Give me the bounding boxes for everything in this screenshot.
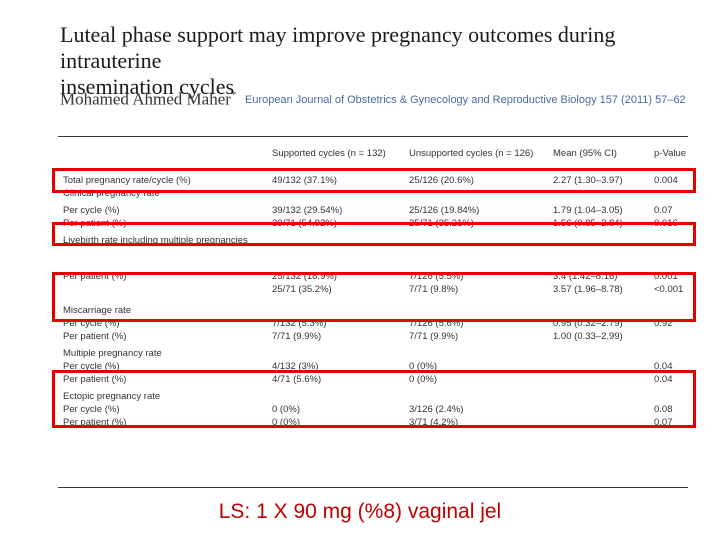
table-row (58, 248, 688, 261)
row-label: Per patient (%) (63, 331, 127, 342)
row-label: Total pregnancy rate/cycle (%) (63, 175, 191, 186)
highlight-box-clinical-per-patient (52, 222, 696, 246)
supported-value: 4/71 (5.6%) (272, 374, 322, 385)
unsupported-value: 7/126 (5.6%) (409, 318, 464, 329)
highlight-box-multiple-pregnancy (52, 370, 696, 428)
p-value: 0.08 (654, 404, 673, 415)
supported-value: 0 (0%) (272, 417, 300, 428)
row-label: Per cycle (%) (63, 404, 120, 415)
p-value: 0.07 (654, 417, 673, 428)
author-line: Mohamed Ahmed Maher* (60, 89, 236, 110)
supported-value: 25/132 (18.9%) (272, 271, 337, 282)
row-label: Per patient (%) (63, 374, 127, 385)
table-row: Clinical pregnancy rate (58, 188, 688, 201)
unsupported-value: 3/71 (4.2%) (409, 417, 459, 428)
article-title: Luteal phase support may improve pregnan… (60, 22, 700, 100)
row-label: Livebirth rate including multiple pregna… (63, 235, 248, 246)
p-value: 0.04 (654, 361, 673, 372)
table-row: Per patient (%) 7/71 (9.9%) 7/71 (9.9%) 1.0… (58, 331, 688, 344)
table-row: Ectopic pregnancy rate (58, 391, 688, 404)
row-label: Per cycle (%) (63, 318, 120, 329)
unsupported-value: 25/126 (20.6%) (409, 175, 474, 186)
header-supported: Supported cycles (n = 132) (272, 148, 386, 159)
supported-value: 25/71 (35.2%) (272, 284, 332, 295)
mean-ci-value: 3.57 (1.96–8.78) (553, 284, 623, 295)
unsupported-value: 3/126 (2.4%) (409, 404, 464, 415)
supported-value: 49/132 (37.1%) (272, 175, 337, 186)
table-row: Per patient (%) 0 (0%) 3/71 (4.2%) 0.07 (58, 417, 688, 430)
row-label: Per cycle (%) (63, 205, 120, 216)
table-row: Miscarriage rate (58, 305, 688, 318)
table-row: Per cycle (%) 0 (0%) 3/126 (2.4%) 0.08 (58, 404, 688, 417)
mean-ci-value: 1.79 (1.04–3.05) (553, 205, 623, 216)
unsupported-value: 0 (0%) (409, 374, 437, 385)
highlight-box-livebirth (52, 272, 696, 322)
row-label: Per cycle (%) (63, 361, 120, 372)
unsupported-value: 7/126 (5.5%) (409, 271, 464, 282)
row-label: Miscarriage rate (63, 305, 132, 316)
row-label: Per patient (%) (63, 417, 127, 428)
row-label: Per patient (%) (63, 271, 127, 282)
table-row: Per patient (%) 25/132 (18.9%) 7/126 (5.5%… (58, 271, 688, 284)
unsupported-value: 25/126 (19.84%) (409, 205, 480, 216)
table-row: Multiple pregnancy rate (58, 348, 688, 361)
highlight-box-total-pregnancy (52, 168, 696, 193)
unsupported-value: 7/71 (9.9%) (409, 331, 459, 342)
p-value: <0.001 (654, 284, 684, 295)
supported-value: 4/132 (3%) (272, 361, 319, 372)
results-table: Supported cycles (n = 132) Unsupported c… (58, 136, 688, 488)
p-value: 0.92 (654, 318, 673, 329)
header-unsupported: Unsupported cycles (n = 126) (409, 148, 534, 159)
author-mark: * (230, 89, 237, 101)
table-row: Total pregnancy rate/cycle (%) 49/132 (37… (58, 175, 688, 188)
unsupported-value: 0 (0%) (409, 361, 437, 372)
p-value: 0.004 (654, 175, 678, 186)
title-line-1: Luteal phase support may improve pregnan… (60, 22, 616, 73)
header-p-value: p-Value (654, 148, 687, 159)
p-value: 0.07 (654, 205, 673, 216)
p-value: 0.001 (654, 271, 678, 282)
title-line-2: insemination cycles (60, 74, 235, 99)
table-row: 25/71 (35.2%) 7/71 (9.8%) 3.57 (1.96–8.78)… (58, 284, 688, 297)
table-row: Per cycle (%) 39/132 (29.54%) 25/126 (19.8… (58, 205, 688, 218)
mean-ci-value: 3.4 (1.42–8.16) (553, 271, 618, 282)
mean-ci-value: 0.95 (0.32–2.79) (553, 318, 623, 329)
journal-citation: European Journal of Obstetrics & Gynecol… (245, 94, 686, 106)
header-mean-ci: Mean (95% CI) (553, 148, 617, 159)
table-row: Per patient (%) 4/71 (5.6%) 0 (0%) 0.04 (58, 374, 688, 387)
row-label: Clinical pregnancy rate (63, 188, 160, 199)
supported-value: 7/71 (9.9%) (272, 331, 322, 342)
table-row: Livebirth rate including multiple pregna… (58, 235, 688, 248)
author-name: Mohamed Ahmed Maher (60, 89, 231, 109)
table-row: Per cycle (%) 4/132 (3%) 0 (0%) 0.04 (58, 361, 688, 374)
unsupported-value: 7/71 (9.8%) (409, 284, 459, 295)
row-label: Multiple pregnancy rate (63, 348, 162, 359)
supported-value: 7/132 (5.3%) (272, 318, 327, 329)
row-label: Ectopic pregnancy rate (63, 391, 161, 402)
supported-value: 39/132 (29.54%) (272, 205, 343, 216)
footer-note: LS: 1 X 90 mg (%8) vaginal jel (218, 500, 502, 523)
mean-ci-value: 2.27 (1.30–3.97) (553, 175, 623, 186)
p-value: 0.04 (654, 374, 673, 385)
table-row: Per cycle (%) 7/132 (5.3%) 7/126 (5.6%) 0.9… (58, 318, 688, 331)
mean-ci-value: 1.00 (0.33–2.99) (553, 331, 623, 342)
table-header: Supported cycles (n = 132) Unsupported c… (58, 146, 688, 169)
supported-value: 0 (0%) (272, 404, 300, 415)
